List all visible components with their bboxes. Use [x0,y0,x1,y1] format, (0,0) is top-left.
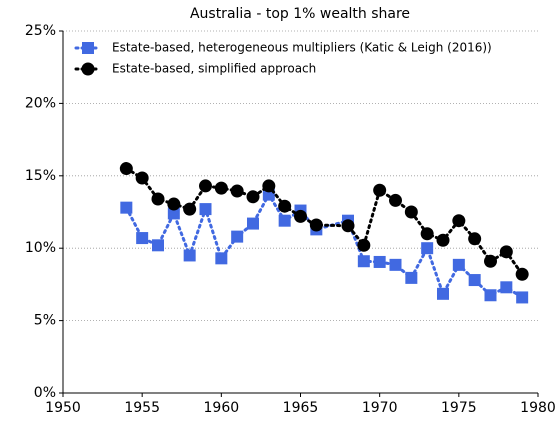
data-point [231,230,244,243]
y-tick-label: 10% [25,240,56,256]
data-point [136,232,149,245]
data-point [421,242,434,255]
y-tick-label: 25% [25,23,56,39]
legend-marker [81,62,95,76]
data-point [452,214,466,228]
data-point [341,219,355,233]
y-tick-label: 0% [34,385,56,401]
data-point [515,267,529,281]
legend-label: Estate-based, heterogeneous multipliers … [112,41,492,55]
x-tick-label: 1965 [283,400,319,416]
x-tick-label: 1970 [362,400,398,416]
data-point [247,217,259,230]
data-point [246,190,260,204]
x-tick-label: 1975 [441,400,477,416]
y-tick-label: 15% [25,168,56,184]
data-point [214,181,228,195]
data-point [183,202,197,216]
data-point [230,184,244,198]
data-point [119,162,133,176]
x-tick-label: 1980 [520,400,556,416]
data-point [309,218,323,232]
data-point [357,238,371,252]
x-tick-label: 1950 [45,400,81,416]
data-point [167,197,181,211]
data-point [389,193,402,207]
data-point [183,249,196,262]
data-point [468,232,482,246]
data-point [120,201,133,214]
data-point [468,274,481,287]
y-tick-label: 5% [34,313,56,329]
data-point [262,179,276,193]
data-point [278,199,292,213]
data-point [215,252,228,265]
data-point [373,183,387,197]
data-point [404,205,418,219]
data-point [357,255,370,268]
chart-title: Australia - top 1% wealth share [190,6,410,22]
data-point [405,271,418,284]
data-point [436,233,450,247]
data-point [199,203,212,216]
data-point [278,214,291,227]
legend-marker [82,42,94,54]
data-point [294,209,307,223]
data-point [373,255,386,268]
legend-label: Estate-based, simplified approach [112,62,316,76]
data-point [420,227,434,241]
data-point [516,291,529,304]
data-point [437,287,449,300]
data-point [199,179,212,193]
x-tick-label: 1955 [124,400,160,416]
data-point [484,254,497,268]
data-point [151,192,165,206]
data-point [389,258,402,271]
data-point [135,171,149,185]
data-point [500,281,513,294]
data-point [499,245,513,259]
data-point [152,239,164,252]
data-point [452,258,465,271]
data-point [484,289,497,302]
x-tick-label: 1960 [204,400,240,416]
data-point [167,207,180,220]
y-tick-label: 20% [25,95,56,111]
